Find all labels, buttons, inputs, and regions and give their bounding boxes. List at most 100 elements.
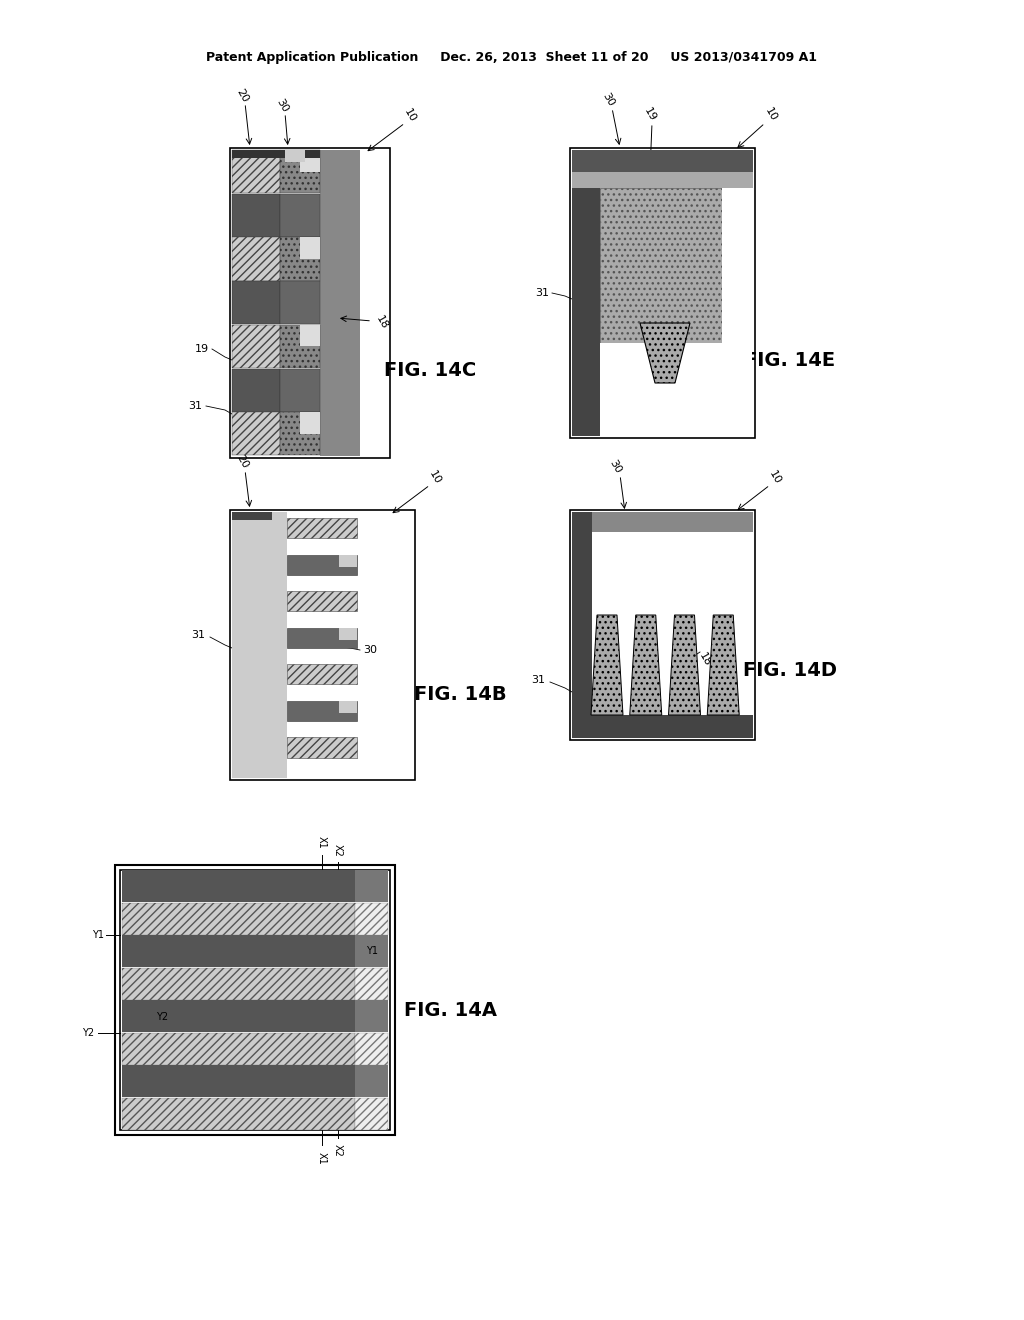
Text: X1: X1 xyxy=(317,836,327,849)
Text: 10: 10 xyxy=(767,470,782,487)
Text: 10: 10 xyxy=(427,470,442,487)
Bar xyxy=(287,664,357,684)
Bar xyxy=(355,968,388,999)
Bar xyxy=(232,412,280,455)
Bar xyxy=(232,368,280,412)
Bar xyxy=(355,1097,388,1130)
Bar xyxy=(287,591,357,611)
Bar xyxy=(122,903,355,935)
Text: 18a: 18a xyxy=(660,392,680,414)
Bar xyxy=(287,738,357,758)
Text: X2: X2 xyxy=(333,1143,343,1156)
Bar xyxy=(122,935,355,968)
Bar xyxy=(280,368,319,412)
Bar xyxy=(300,150,319,172)
Bar xyxy=(232,325,280,368)
Bar xyxy=(339,701,357,713)
Bar xyxy=(232,150,319,158)
Bar xyxy=(232,512,287,520)
Bar xyxy=(122,1001,355,1032)
Bar xyxy=(339,628,357,640)
Text: 30: 30 xyxy=(274,98,290,115)
Polygon shape xyxy=(708,615,739,715)
Text: FIG. 14D: FIG. 14D xyxy=(743,660,837,680)
Bar xyxy=(232,238,280,281)
Bar xyxy=(280,281,319,325)
Bar xyxy=(122,1032,355,1065)
Bar xyxy=(280,325,319,368)
Text: FIG. 14A: FIG. 14A xyxy=(403,1001,497,1019)
Text: Y1: Y1 xyxy=(92,931,104,940)
Bar xyxy=(600,187,725,343)
Bar xyxy=(355,935,388,968)
Bar xyxy=(572,150,600,436)
Bar xyxy=(287,628,357,648)
Text: Y2: Y2 xyxy=(156,1011,168,1022)
Bar xyxy=(572,150,753,172)
Bar xyxy=(572,715,753,738)
Bar xyxy=(722,187,752,434)
Text: 18: 18 xyxy=(697,651,713,669)
Bar xyxy=(355,1001,388,1032)
Bar xyxy=(272,512,287,521)
Text: 31: 31 xyxy=(188,401,202,411)
Bar xyxy=(355,1032,388,1065)
Text: 19: 19 xyxy=(195,345,209,354)
Bar xyxy=(122,1097,355,1130)
Text: 30: 30 xyxy=(600,91,615,108)
Bar xyxy=(355,903,388,935)
Bar xyxy=(280,194,319,236)
Text: Y1: Y1 xyxy=(366,946,378,957)
Text: Patent Application Publication     Dec. 26, 2013  Sheet 11 of 20     US 2013/034: Patent Application Publication Dec. 26, … xyxy=(207,50,817,63)
Bar xyxy=(572,172,753,187)
Bar xyxy=(355,1065,388,1097)
Text: Y2: Y2 xyxy=(82,1027,94,1038)
Text: 18: 18 xyxy=(374,314,390,331)
Bar xyxy=(232,512,287,777)
Bar xyxy=(280,238,319,281)
Bar xyxy=(600,343,725,434)
Bar xyxy=(287,701,357,721)
Bar xyxy=(572,532,753,715)
Bar xyxy=(230,510,415,780)
Bar xyxy=(122,968,355,999)
Bar xyxy=(115,865,395,1135)
Bar xyxy=(572,512,753,532)
Bar xyxy=(340,150,388,455)
Text: 20: 20 xyxy=(234,87,250,104)
Text: 10: 10 xyxy=(402,107,418,124)
Text: FIG. 14C: FIG. 14C xyxy=(384,360,476,380)
Bar xyxy=(122,1065,355,1097)
Polygon shape xyxy=(669,615,700,715)
Bar xyxy=(300,325,319,346)
Bar xyxy=(339,554,357,566)
Bar xyxy=(232,150,280,193)
Bar xyxy=(287,554,357,574)
Text: 30: 30 xyxy=(362,645,377,655)
Bar xyxy=(280,412,319,455)
Text: 31: 31 xyxy=(531,675,545,685)
Text: FIG. 14E: FIG. 14E xyxy=(744,351,836,370)
Text: 31: 31 xyxy=(535,288,549,298)
Bar xyxy=(355,870,388,902)
Bar xyxy=(300,412,319,434)
Bar xyxy=(280,150,319,193)
Bar xyxy=(287,517,357,539)
Text: FIG. 14B: FIG. 14B xyxy=(414,685,506,705)
Bar xyxy=(572,512,592,738)
Bar xyxy=(319,150,360,455)
Polygon shape xyxy=(640,323,690,383)
Text: 31: 31 xyxy=(191,630,205,640)
Text: 30: 30 xyxy=(607,458,623,475)
Bar xyxy=(232,281,280,325)
Text: 20: 20 xyxy=(234,453,250,471)
Bar xyxy=(120,870,390,1130)
Bar xyxy=(122,870,355,902)
Polygon shape xyxy=(591,615,623,715)
Bar xyxy=(570,510,755,741)
Text: X1: X1 xyxy=(317,1151,327,1164)
Bar xyxy=(232,194,280,236)
Bar xyxy=(285,150,305,162)
Bar xyxy=(300,238,319,259)
Text: X2: X2 xyxy=(333,843,343,857)
